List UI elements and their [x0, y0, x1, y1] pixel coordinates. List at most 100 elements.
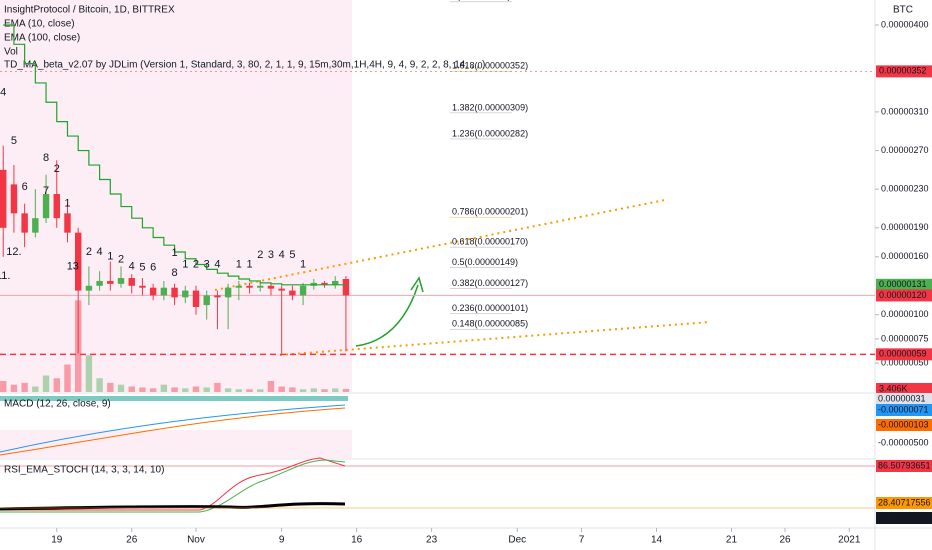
candle-body: [257, 285, 264, 288]
td-label: 4: [279, 249, 285, 261]
candle-body: [342, 279, 350, 296]
x-tick-label: 21: [726, 535, 738, 546]
title: InsightProtocol / Bitcoin, 1D, BITTREX: [4, 5, 175, 16]
signal-line: [0, 407, 346, 456]
fib-label: 0.5(0.00000149): [452, 257, 518, 267]
candle-body: [117, 278, 125, 284]
td-label: 2: [193, 258, 199, 270]
pane-tag: [876, 404, 932, 416]
candle-body: [74, 232, 82, 291]
td-label: 2: [118, 254, 124, 266]
y-tick-label: 0.00000230: [881, 184, 929, 194]
price-tag-label: 0.00000120: [879, 290, 927, 300]
candle-body: [278, 288, 285, 291]
candle-body: [0, 169, 7, 228]
currency: BTC: [893, 5, 913, 16]
volume-bar: [289, 387, 296, 392]
pane-tag-label: -0.00000103: [878, 419, 929, 429]
td-label: 6: [150, 261, 156, 273]
volume-bar: [32, 386, 39, 392]
pane-tag-label: 86.50793651: [878, 460, 931, 470]
volume-bar: [235, 389, 243, 392]
fib-label: 0.148(0.00000085): [452, 319, 528, 329]
rsi-ema: [0, 502, 346, 511]
td-label: 1: [246, 258, 252, 270]
ema-line: [3, 24, 346, 286]
volume-bar: [203, 387, 210, 392]
pane-tag: [876, 419, 932, 431]
volume-bar: [267, 381, 275, 392]
td-label: 1: [172, 247, 178, 259]
legend-item: TD_MA_beta_v2.07 by JDLim (Version 1, St…: [4, 60, 485, 71]
fib-label: 0.236(0.00000101): [452, 303, 528, 313]
candle-body: [332, 280, 339, 285]
pane-tag-label: -0.00000071: [878, 404, 929, 414]
candle-body: [139, 285, 146, 288]
pane-tag-label: -0.00000500: [878, 437, 929, 447]
volume-bar: [224, 388, 232, 392]
volume-bar: [117, 384, 125, 392]
td-label: 8: [43, 152, 49, 164]
td-label: 1: [64, 198, 70, 210]
macd-histogram: [0, 396, 348, 401]
td-label: 8: [172, 267, 178, 279]
candle-body: [107, 280, 114, 284]
volume-bar: [192, 386, 200, 392]
volume-bar: [310, 388, 318, 392]
td-label: 1: [236, 258, 242, 270]
y-tick-label: 0.00000190: [881, 222, 929, 232]
x-tick-label: 23: [426, 535, 438, 546]
td-label: 5: [11, 135, 17, 147]
price-tag: [876, 289, 932, 302]
arrow-head: [410, 276, 424, 293]
td-label: 11.: [0, 270, 10, 282]
x-tick-label: 9: [279, 535, 285, 546]
volume-bar: [214, 382, 221, 392]
pane-tag: [876, 497, 932, 509]
x-tick-label: 19: [51, 535, 63, 546]
volume-bar: [10, 384, 18, 392]
candle-body: [53, 194, 60, 219]
candle-body: [42, 194, 50, 219]
trend-line: [214, 199, 666, 291]
pane-tag-label: 28.30890785: [878, 512, 931, 522]
legend-item: Vol: [4, 47, 18, 58]
volume-bar: [171, 387, 178, 392]
pink-zone: [0, 430, 352, 458]
volume-bar: [21, 382, 28, 392]
pane-tag: [876, 393, 932, 405]
fib-label: 0.382(0.00000127): [452, 278, 528, 288]
candle-body: [171, 287, 178, 298]
price-tag-label: 0.00000059: [879, 349, 927, 359]
x-tick-label: 2021: [838, 535, 861, 546]
price-tag-label: 0.00000131: [879, 279, 927, 289]
legend-item: EMA (10, close): [4, 19, 75, 30]
candle-body: [299, 285, 307, 296]
volume-bar: [182, 388, 189, 392]
td-label: 4: [214, 258, 220, 270]
volume-bar: [96, 378, 103, 392]
candle-body: [192, 290, 200, 308]
candle-body: [64, 213, 71, 233]
x-tick-label: Nov: [187, 535, 205, 546]
volume-bar: [321, 389, 328, 392]
candle-body: [32, 218, 39, 233]
candle-body: [203, 295, 210, 306]
fib-label: 1.382(0.00000309): [452, 102, 528, 112]
x-tick-label: 26: [779, 535, 791, 546]
candle-body: [214, 295, 221, 298]
price-tag: [876, 65, 932, 78]
rsi-title: RSI_EMA_STOCH (14, 3, 3, 14, 10): [4, 465, 164, 476]
volume-bar: [257, 389, 264, 392]
candle-body: [149, 287, 157, 296]
candle-body: [85, 285, 93, 291]
y-tick-label: 0.00000310: [881, 106, 929, 116]
td-label: 12.: [6, 246, 21, 258]
x-tick-label: Dec: [508, 535, 526, 546]
pane-tag: [876, 512, 932, 524]
td-label: 3: [204, 258, 210, 270]
td-label: 1: [107, 251, 113, 263]
fib-label: 0.618(0.00000170): [452, 237, 528, 247]
candle-body: [267, 285, 275, 289]
volume-tag-label: 3.406K: [879, 383, 908, 393]
